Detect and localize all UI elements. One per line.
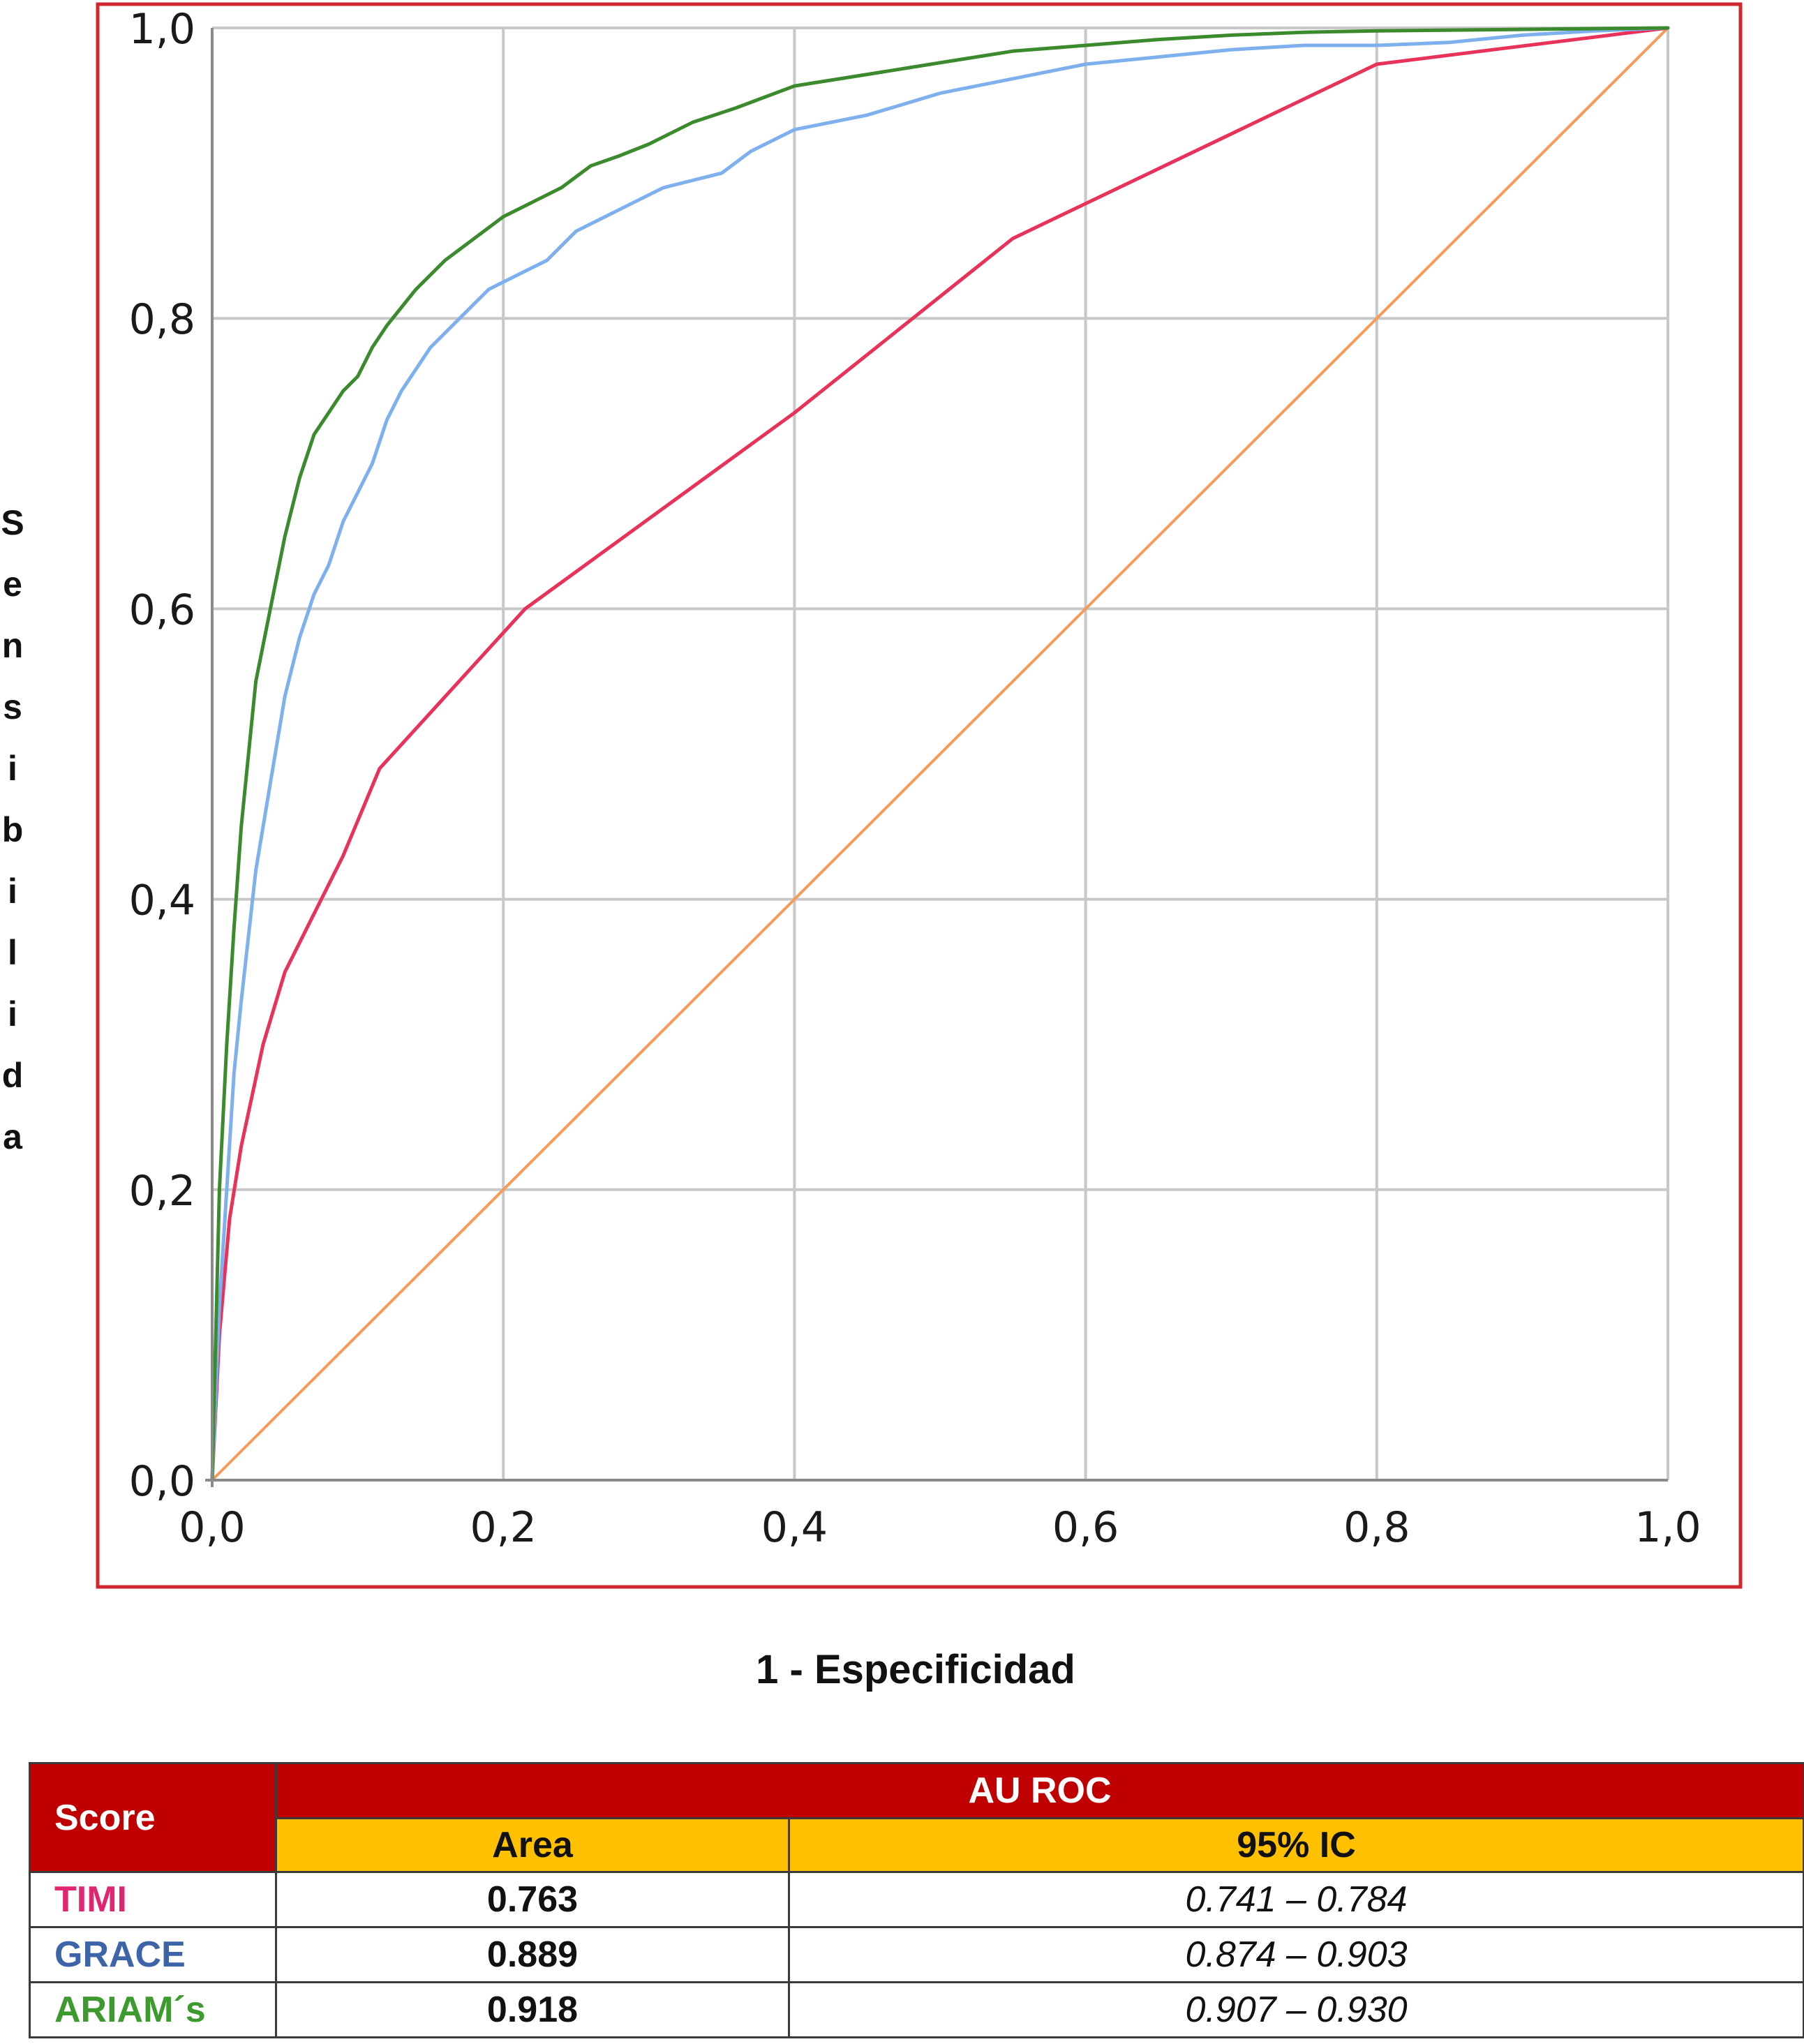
y-tick-label: 0,6 (129, 585, 195, 634)
y-tick-label: 1,0 (129, 5, 195, 54)
area-value: 0.889 (275, 1926, 790, 1983)
y-axis-title-letter: l (8, 933, 17, 972)
x-tick-label: 0,6 (1052, 1503, 1119, 1552)
y-tick-label: 0,2 (129, 1167, 195, 1216)
ci-value: 0.874 – 0.903 (787, 1926, 1804, 1983)
x-tick-label: 0,2 (470, 1503, 536, 1552)
y-axis-title-letter: S (1, 503, 24, 542)
y-axis-title-letter: n (2, 626, 24, 665)
series-line-grace (210, 26, 1670, 1482)
x-tick-labels: 0,0 0,2 0,4 0,6 0,8 1,0 (179, 1503, 1701, 1552)
ci-header: 95% IC (787, 1817, 1804, 1873)
y-axis-title-letter: d (2, 1056, 24, 1095)
x-tick-label: 0,0 (179, 1503, 245, 1552)
chart-frame (96, 2, 1743, 1589)
y-axis-title-letter: a (3, 1117, 23, 1156)
ci-value: 0.741 – 0.784 (787, 1871, 1804, 1928)
series-line-reference (211, 27, 1669, 1482)
y-axis-title-letter: s (3, 687, 22, 726)
y-tick-labels: 0,0 0,2 0,4 0,6 0,8 1,0 (129, 5, 195, 1506)
area-value: 0.918 (275, 1981, 790, 2038)
y-axis-title-letter: i (8, 872, 17, 911)
roc-chart: 0,0 0,2 0,4 0,6 0,8 1,0 0,0 0,2 0,4 0,6 0,8 1,0 1 … (1, 2, 1743, 1692)
auc-roc-table: Score AU ROC Area 95% IC TIMI 0.763 0.74… (29, 1762, 1804, 2038)
y-axis-title-letter: b (2, 810, 24, 849)
series-line-ariam-s (210, 26, 1670, 1482)
table-row: ARIAM´s 0.918 0.907 – 0.930 (29, 1981, 1804, 2038)
area-header: Area (275, 1817, 790, 1873)
x-tick-label: 0,8 (1343, 1503, 1410, 1552)
y-tick-label: 0,0 (129, 1457, 195, 1506)
table-row: GRACE 0.889 0.874 – 0.903 (29, 1926, 1804, 1983)
score-name: ARIAM´s (29, 1981, 277, 2038)
score-header: Score (29, 1762, 277, 1873)
ci-value: 0.907 – 0.930 (787, 1981, 1804, 2038)
axes (205, 28, 1668, 1487)
series-line-timi (210, 26, 1670, 1482)
x-axis-title: 1 - Especificidad (756, 1647, 1075, 1692)
score-name: TIMI (29, 1871, 277, 1928)
series-lines (210, 26, 1670, 1482)
score-name: GRACE (29, 1926, 277, 1983)
y-axis-title-letter: e (3, 565, 22, 604)
y-axis-title-letter: i (8, 994, 17, 1034)
area-value: 0.763 (275, 1871, 790, 1928)
x-tick-label: 1,0 (1634, 1503, 1701, 1552)
table-row: TIMI 0.763 0.741 – 0.784 (29, 1871, 1804, 1928)
y-axis-title-letter: i (8, 749, 17, 788)
y-tick-label: 0,4 (129, 876, 195, 925)
au-roc-header: AU ROC (274, 1762, 1804, 1819)
y-tick-label: 0,8 (129, 295, 195, 344)
x-tick-label: 0,4 (761, 1503, 828, 1552)
